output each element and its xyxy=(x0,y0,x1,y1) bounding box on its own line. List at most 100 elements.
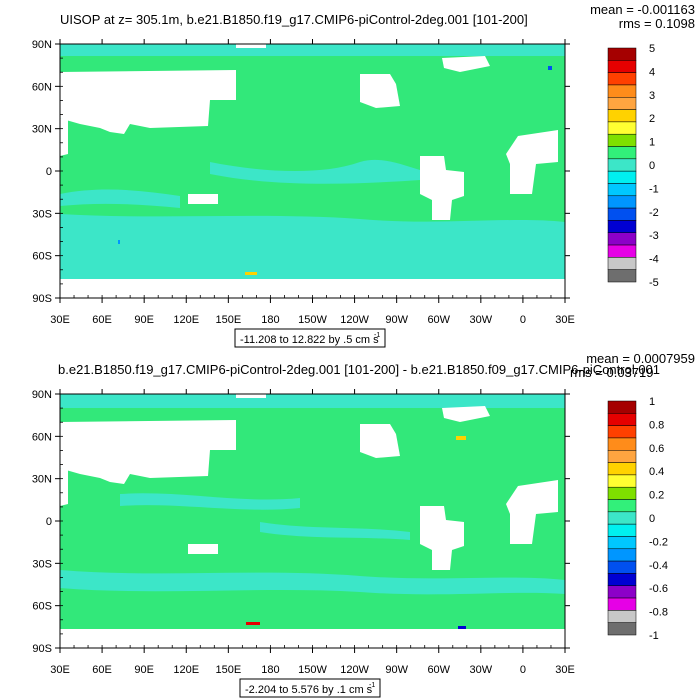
colorbar-swatch xyxy=(607,610,637,623)
lon-tick-label: 150W xyxy=(298,314,327,326)
panel-2-title: b.e21.B1850.f19_g17.CMIP6-piControl-2deg… xyxy=(58,362,660,377)
panel-1-colorbar: 5 4 3 2 1 0 -1 -2 -3 -4 -5 xyxy=(607,43,659,289)
lon-tick-label: 180 xyxy=(261,314,279,326)
lon-tick-label: 90W xyxy=(385,664,408,676)
panel-1-equator-band xyxy=(210,159,420,184)
colorbar-swatch xyxy=(607,47,637,61)
colorbar-swatch xyxy=(607,158,637,172)
colorbar-label: 0.4 xyxy=(649,466,664,478)
lon-tick-label: 30W xyxy=(470,314,493,326)
colorbar-label: -1 xyxy=(649,630,659,642)
lon-tick-label: 60W xyxy=(427,664,450,676)
lon-tick-label: 60E xyxy=(92,664,112,676)
lon-tick-label: 150E xyxy=(215,664,241,676)
colorbar-label: 2 xyxy=(649,113,655,125)
lon-tick-label: 90E xyxy=(134,664,154,676)
colorbar-label: 4 xyxy=(649,66,655,78)
colorbar-swatch xyxy=(607,220,637,233)
panel-1-range-label: -11.208 to 12.822 by .5 cm s xyxy=(240,334,379,346)
colorbar-label: 3 xyxy=(649,90,655,102)
panel-2-rms: rms = 0.03719 xyxy=(570,365,653,380)
colorbar-label: 0.2 xyxy=(649,490,664,502)
colorbar-label: -0.4 xyxy=(649,560,668,572)
colorbar-swatch xyxy=(607,170,637,184)
colorbar-swatch xyxy=(607,97,637,110)
colorbar-swatch xyxy=(607,60,637,73)
panel-1-speckle xyxy=(548,66,552,70)
lat-tick-label: 0 xyxy=(46,516,52,528)
lat-tick-label: 90S xyxy=(32,643,52,655)
lat-tick-label: 0 xyxy=(46,166,52,178)
colorbar-swatch xyxy=(607,195,637,209)
lat-tick-label: 60N xyxy=(32,81,52,93)
panel-2-speckle xyxy=(246,622,260,625)
panel-1-range-sup: -1 xyxy=(374,332,380,339)
lat-tick-label: 30N xyxy=(32,124,52,136)
panel-1-mean: mean = -0.001163 xyxy=(590,2,695,17)
colorbar-label: 0.8 xyxy=(649,419,664,431)
lon-tick-label: 30E xyxy=(555,314,575,326)
colorbar-label: -1 xyxy=(649,183,659,195)
colorbar-swatch xyxy=(607,536,637,550)
lon-tick-label: 90W xyxy=(385,314,408,326)
colorbar-label: 0 xyxy=(649,513,655,525)
colorbar-swatch xyxy=(607,146,637,160)
panel-1-arctic-band xyxy=(60,44,565,56)
lon-tick-label: 150E xyxy=(215,314,241,326)
lon-tick-label: 180 xyxy=(261,664,279,676)
colorbar-swatch xyxy=(607,232,637,246)
panel-2-equator-band xyxy=(260,522,410,540)
colorbar-swatch xyxy=(607,269,637,283)
panel-2: b.e21.B1850.f19_g17.CMIP6-piControl-2deg… xyxy=(32,351,695,698)
colorbar-label: -2 xyxy=(649,207,659,219)
colorbar-label: -0.2 xyxy=(649,536,668,548)
panel-2-axes: 90N 60N 30N 0 30S 60S 90S 30E 60E 90E 120E 150E 180 1… xyxy=(32,389,575,676)
colorbar-swatch xyxy=(607,84,637,98)
colorbar-swatch xyxy=(607,72,637,86)
lon-tick-label: 90E xyxy=(134,314,154,326)
colorbar-swatch xyxy=(607,597,637,611)
lat-tick-label: 60N xyxy=(32,431,52,443)
panel-2-speckle xyxy=(456,436,466,440)
colorbar-label: -4 xyxy=(649,254,659,266)
panel-1: UISOP at z= 305.1m, b.e21.B1850.f19_g17.… xyxy=(32,2,695,348)
lon-tick-label: 30E xyxy=(50,664,70,676)
colorbar-swatch xyxy=(607,585,637,599)
colorbar-label: 5 xyxy=(649,43,655,55)
colorbar-swatch xyxy=(607,437,637,451)
lat-tick-label: 60S xyxy=(32,601,52,613)
lon-tick-label: 60W xyxy=(427,314,450,326)
colorbar-swatch xyxy=(607,425,637,439)
colorbar-swatch xyxy=(607,511,637,525)
panel-2-south-band xyxy=(60,570,565,595)
colorbar-label: -0.6 xyxy=(649,583,668,595)
lon-tick-label: 120W xyxy=(340,314,369,326)
lon-tick-label: 120W xyxy=(340,664,369,676)
colorbar-swatch xyxy=(607,548,637,562)
panel-1-map xyxy=(59,43,566,299)
panel-2-speckle xyxy=(458,626,466,629)
panel-1-range-box: -11.208 to 12.822 by .5 cm s -1 xyxy=(234,328,386,348)
panel-2-colorbar: 1 0.8 0.6 0.4 0.2 0 -0.2 -0.4 -0.6 -0.8 -1 xyxy=(607,396,668,642)
colorbar-swatch xyxy=(607,133,637,147)
lon-tick-label: 0 xyxy=(520,314,526,326)
colorbar-swatch xyxy=(607,109,637,123)
panel-1-rms: rms = 0.1098 xyxy=(619,16,695,31)
colorbar-swatch xyxy=(607,474,637,488)
colorbar-label: -5 xyxy=(649,277,659,289)
lat-tick-label: 30N xyxy=(32,474,52,486)
colorbar-swatch xyxy=(607,413,637,426)
lat-tick-label: 90N xyxy=(32,39,52,51)
colorbar-swatch xyxy=(607,450,637,463)
panel-2-map xyxy=(59,393,566,649)
panel-1-title: UISOP at z= 305.1m, b.e21.B1850.f19_g17.… xyxy=(60,12,528,27)
colorbar-swatch xyxy=(607,622,637,636)
colorbar-label: 0 xyxy=(649,160,655,172)
panel-1-speckle xyxy=(245,272,257,275)
panel-1-indian-band xyxy=(60,189,180,208)
panel-1-axes: 90N 60N 30N 0 30S 60S 90S 30E 60E 90E 120E 150E 180 1… xyxy=(32,39,575,326)
lon-tick-label: 120E xyxy=(173,664,199,676)
panel-2-mean: mean = 0.0007959 xyxy=(586,351,695,366)
lon-tick-label: 120E xyxy=(173,314,199,326)
